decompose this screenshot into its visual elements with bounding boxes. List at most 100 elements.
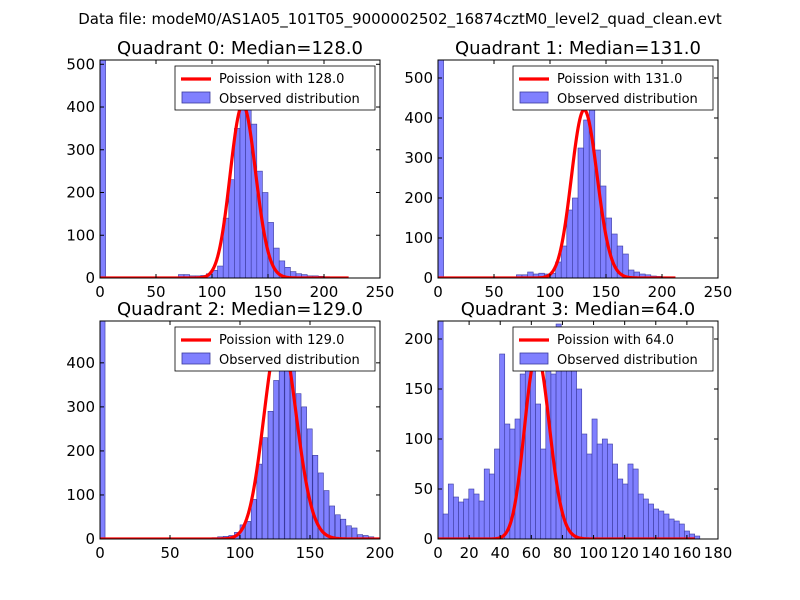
histogram-bar (663, 513, 670, 539)
histogram-bar (318, 472, 324, 539)
histogram-bar (572, 197, 579, 278)
x-tick-label: 50 (160, 544, 179, 562)
histogram-bar (577, 147, 584, 278)
x-tick-label: 140 (641, 544, 670, 562)
panel-title: Quadrant 3: Median=64.0 (461, 299, 696, 320)
histogram-bar (591, 418, 598, 539)
histogram-bar (489, 473, 495, 539)
histogram-bar (267, 410, 274, 539)
legend-bar-swatch (181, 91, 211, 104)
histogram-bar (668, 518, 675, 539)
panel-title: Quadrant 1: Median=131.0 (455, 38, 701, 59)
y-tick-label: 500 (404, 69, 433, 87)
histogram-bar (329, 505, 335, 539)
histogram-bar (312, 455, 319, 539)
quadrant-1-panel: 0 50 100 150 200 250 0 100 200 300 400 500 Quadrant … (404, 38, 732, 301)
quadrant-0-panel: 0 50 100 150 200 250 0 100 200 300 400 500 Quadrant … (66, 38, 394, 301)
y-tick-label: 0 (423, 530, 433, 548)
x-tick-label: 200 (366, 544, 395, 562)
plot-marks (100, 60, 350, 278)
histogram-bar (463, 498, 470, 539)
histogram-bar (607, 443, 613, 539)
y-tick-label: 400 (66, 98, 95, 116)
x-tick-label: 100 (226, 544, 255, 562)
histogram-bar (438, 60, 444, 278)
legend-label-observed: Observed distribution (219, 92, 360, 107)
x-tick-label: 120 (610, 544, 639, 562)
histogram-bar (458, 501, 464, 539)
histogram-bar (627, 463, 634, 539)
y-tick-label: 200 (404, 330, 433, 348)
x-tick-label: 150 (296, 544, 325, 562)
histogram-bar (583, 119, 590, 278)
plot-marks (438, 60, 677, 278)
x-tick-label: 160 (673, 544, 702, 562)
axes-frame (99, 59, 381, 279)
histogram-bar (535, 403, 541, 539)
y-tick-label: 400 (66, 354, 95, 372)
y-tick-label: 300 (66, 141, 95, 159)
histogram-bar (617, 478, 624, 539)
y-tick-label: 100 (404, 430, 433, 448)
legend-bar-swatch (181, 352, 211, 365)
legend-bar-swatch (519, 352, 549, 365)
histogram-bar (622, 253, 629, 278)
histogram-bar (483, 468, 490, 539)
histogram-bar (217, 265, 224, 278)
histogram-bar (256, 463, 263, 539)
histogram-bar (576, 388, 583, 539)
legend-label-fit: Poission with 129.0 (219, 333, 344, 348)
histogram-bar (545, 358, 552, 539)
histogram-bar (678, 523, 685, 539)
histogram-bar (499, 353, 506, 539)
histogram-bar (643, 498, 649, 539)
x-tick-label: 100 (198, 283, 227, 301)
histogram-bar (334, 514, 341, 539)
legend: Poission with 64.0 Observed distribution (512, 326, 714, 372)
histogram-bar (658, 510, 665, 539)
histogram-bar (540, 448, 547, 539)
histogram-bar (566, 353, 572, 539)
histogram-bar (637, 493, 644, 539)
histogram-bar (504, 423, 511, 539)
y-tick-label: 200 (404, 189, 433, 207)
x-tick-label: 0 (95, 544, 105, 562)
x-tick-label: 20 (460, 544, 479, 562)
y-tick-label: 0 (423, 269, 433, 287)
histogram-bar (494, 448, 500, 539)
y-tick-label: 200 (66, 184, 95, 202)
histogram-bar (586, 453, 593, 539)
histogram-bar (601, 438, 608, 539)
x-tick-label: 150 (592, 283, 621, 301)
legend-label-fit: Poission with 128.0 (219, 72, 344, 87)
x-tick-label: 100 (536, 283, 565, 301)
histogram-bar (648, 503, 654, 539)
y-tick-label: 300 (66, 398, 95, 416)
figure-suptitle: Data file: modeM0/AS1A05_101T05_90000025… (78, 10, 722, 29)
histogram-bar (653, 508, 660, 539)
legend-label-fit: Poission with 64.0 (557, 333, 674, 348)
histogram-bar (351, 527, 358, 539)
histogram-bar (262, 437, 268, 539)
legend: Poission with 128.0 Observed distribution (174, 65, 376, 111)
histogram-bar (473, 493, 480, 539)
x-tick-label: 0 (433, 544, 443, 562)
legend: Poission with 131.0 Observed distribution (512, 65, 714, 111)
x-tick-label: 200 (648, 283, 677, 301)
y-tick-label: 100 (66, 226, 95, 244)
histogram-bar (234, 128, 241, 278)
histogram-bar (100, 60, 106, 278)
x-tick-label: 180 (704, 544, 733, 562)
histogram-bar (442, 513, 449, 539)
y-tick-label: 150 (404, 380, 433, 398)
x-tick-label: 0 (433, 283, 443, 301)
axes-frame (437, 59, 719, 279)
histogram-bar (632, 468, 639, 539)
y-tick-label: 50 (414, 480, 433, 498)
y-tick-label: 300 (404, 149, 433, 167)
histogram-bar (560, 245, 568, 278)
histogram-bar (239, 104, 246, 278)
histogram-bar (250, 499, 257, 539)
histogram-bar (453, 496, 459, 539)
